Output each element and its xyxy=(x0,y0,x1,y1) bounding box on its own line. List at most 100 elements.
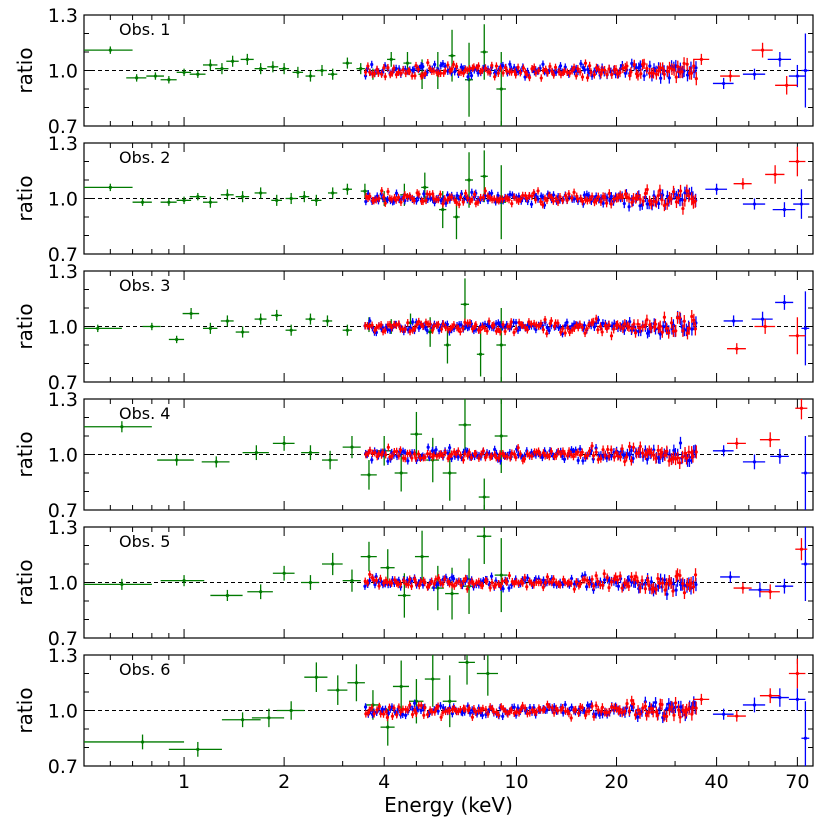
data-point xyxy=(516,199,521,203)
data-point xyxy=(760,317,765,321)
data-point xyxy=(478,352,483,356)
data-point xyxy=(609,334,614,338)
data-point xyxy=(795,74,799,78)
data-point xyxy=(616,584,621,588)
data-point xyxy=(472,65,476,69)
data-point xyxy=(452,584,456,588)
data-point xyxy=(240,195,245,199)
data-point xyxy=(425,328,429,333)
data-point xyxy=(431,192,435,196)
data-point xyxy=(389,57,393,62)
data-point xyxy=(554,70,558,74)
data-point xyxy=(382,66,386,70)
data-point xyxy=(467,581,471,585)
data-point xyxy=(768,438,772,442)
data-point xyxy=(556,449,560,454)
y-axis-label: ratio xyxy=(13,175,37,221)
data-point xyxy=(731,319,736,323)
data-point xyxy=(615,323,620,327)
data-point xyxy=(438,192,442,196)
data-point xyxy=(450,592,454,596)
data-point xyxy=(574,74,578,78)
data-point xyxy=(735,347,739,351)
data-point xyxy=(536,449,541,453)
data-point xyxy=(448,471,452,475)
data-point xyxy=(581,66,585,70)
data-point xyxy=(616,72,620,76)
data-point xyxy=(580,75,585,79)
data-point xyxy=(445,322,449,326)
data-point xyxy=(368,194,372,198)
data-point xyxy=(533,198,538,202)
data-point xyxy=(678,461,682,465)
data-point xyxy=(663,453,667,457)
data-point xyxy=(368,579,372,583)
data-point xyxy=(674,588,678,592)
data-point xyxy=(384,453,388,457)
data-point xyxy=(497,582,501,586)
data-point xyxy=(648,199,652,203)
data-point xyxy=(561,449,565,453)
data-point xyxy=(532,321,536,326)
data-point xyxy=(654,456,658,461)
data-point xyxy=(645,187,649,192)
data-point xyxy=(691,454,695,458)
data-point xyxy=(682,61,686,66)
data-point xyxy=(386,327,390,332)
data-point xyxy=(632,322,636,326)
y-tick-label: 1.0 xyxy=(48,317,78,339)
data-point xyxy=(561,198,565,203)
data-point xyxy=(687,450,691,454)
data-point xyxy=(167,200,171,204)
data-point xyxy=(368,319,372,323)
data-point xyxy=(521,193,525,198)
series-green xyxy=(84,278,506,382)
data-point xyxy=(410,196,414,201)
data-point xyxy=(625,64,629,68)
data-point xyxy=(208,63,212,67)
data-point xyxy=(651,71,656,75)
data-point xyxy=(480,68,484,72)
data-point xyxy=(671,323,676,327)
data-point xyxy=(678,189,683,193)
data-point xyxy=(636,74,640,78)
data-point xyxy=(220,67,224,71)
data-point xyxy=(547,455,551,459)
data-point xyxy=(616,454,620,458)
data-point xyxy=(437,328,441,333)
data-point xyxy=(667,65,672,70)
data-point xyxy=(377,584,381,588)
data-point xyxy=(623,192,627,196)
data-point xyxy=(479,452,483,456)
data-point xyxy=(693,199,697,203)
data-point xyxy=(631,445,636,449)
data-point xyxy=(520,323,525,327)
data-point xyxy=(175,337,179,342)
data-point xyxy=(282,441,286,445)
data-point xyxy=(578,447,582,451)
data-point xyxy=(392,450,396,454)
data-point xyxy=(610,324,614,328)
data-point xyxy=(496,71,500,75)
data-point xyxy=(649,326,653,330)
data-point xyxy=(610,72,614,77)
data-point xyxy=(638,197,642,201)
data-point xyxy=(498,330,502,334)
data-point xyxy=(374,198,378,202)
data-point xyxy=(464,191,468,195)
data-point xyxy=(410,456,414,460)
data-point xyxy=(599,200,603,204)
data-point xyxy=(403,451,407,455)
data-point xyxy=(477,456,481,460)
data-point xyxy=(578,453,583,457)
data-point xyxy=(372,71,377,76)
data-point xyxy=(612,455,616,459)
observation-label: Obs. 5 xyxy=(119,532,170,551)
data-point xyxy=(443,64,447,69)
data-point xyxy=(488,586,492,590)
data-point xyxy=(430,579,434,584)
data-point xyxy=(486,198,490,203)
data-point xyxy=(364,453,368,457)
data-point xyxy=(374,578,379,582)
data-point xyxy=(585,585,589,589)
